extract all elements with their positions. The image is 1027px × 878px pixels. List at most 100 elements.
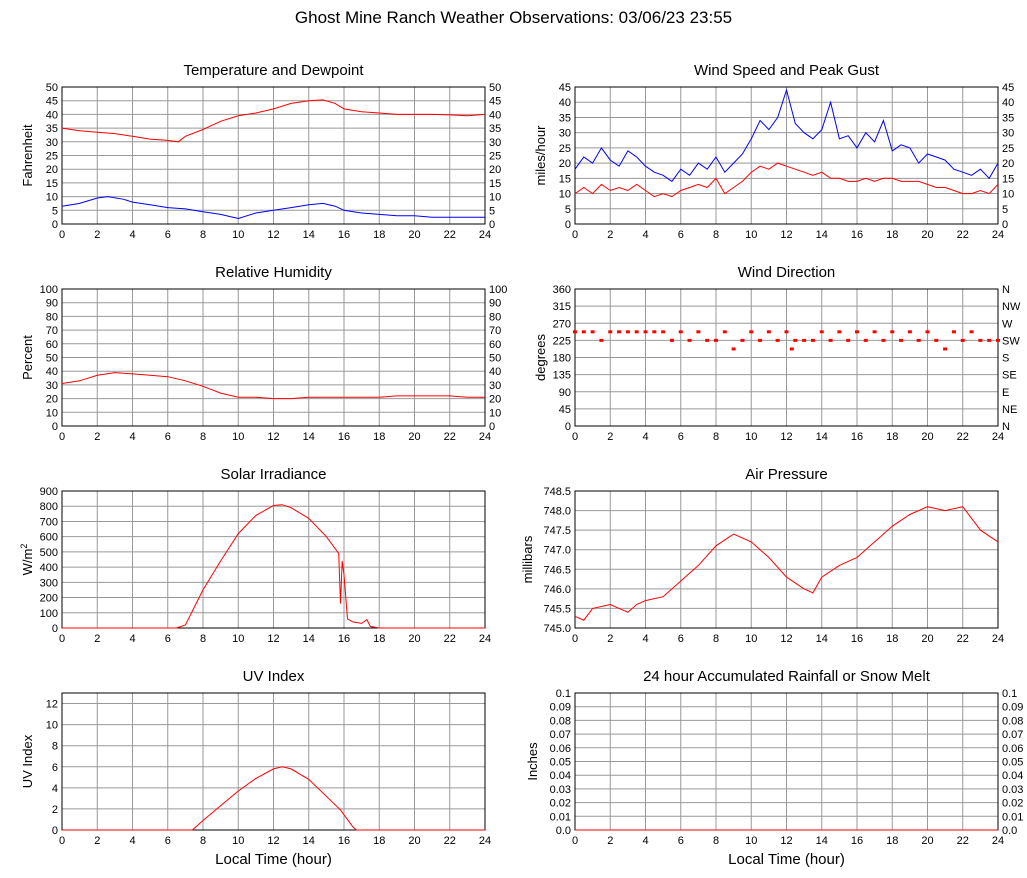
y-tick-label: 60 [46,339,58,351]
data-point [652,330,657,334]
x-tick-label: 22 [444,633,456,645]
chart-rainfall: 24 hour Accumulated Rainfall or Snow Mel… [525,668,1023,868]
data-point [916,338,921,342]
x-tick-label: 20 [408,633,420,645]
y-tick-label: 315 [553,301,571,313]
page-title: Ghost Mine Ranch Weather Observations: 0… [294,8,733,27]
x-tick-label: 8 [713,229,719,241]
y-tick-label: 270 [553,318,571,330]
x-tick-label: 20 [408,431,420,443]
data-point [969,330,974,334]
x-tick-label: 2 [607,835,613,847]
data-point [590,330,595,334]
x-tick-label: 20 [921,229,933,241]
x-tick-label: 18 [373,431,385,443]
x-tick-label: 14 [816,229,828,241]
right-tick-label: 0.01 [1002,811,1023,823]
x-tick-label: 4 [129,633,135,645]
y-tick-label: 0.01 [550,811,571,823]
y-tick-label: 10 [46,192,58,204]
y-tick-label: 10 [46,720,58,732]
right-tick-label: 0.03 [1002,784,1023,796]
chart-title: Temperature and Dewpoint [183,62,364,79]
x-tick-label: 24 [479,229,491,241]
x-tick-label: 8 [713,633,719,645]
series-line [61,372,485,400]
y-tick-label: 20 [46,394,58,406]
data-point [643,330,648,334]
y-tick-label: 0.09 [550,702,571,714]
x-tick-label: 4 [642,835,648,847]
x-tick-label: 22 [957,835,969,847]
y-tick-label: 900 [40,486,58,498]
right-tick-label: 25 [489,151,501,163]
data-point [863,338,868,342]
x-tick-label: 18 [373,633,385,645]
series-line [574,162,999,198]
y-tick-label: 0.06 [550,743,571,755]
y-tick-label: 700 [40,516,58,528]
x-tick-label: 22 [957,633,969,645]
right-tick-label: 10 [1002,189,1014,201]
right-tick-label: W [1002,318,1013,330]
right-tick-label: 45 [489,96,501,108]
x-tick-label: 18 [886,633,898,645]
y-tick-label: 600 [40,532,58,544]
data-point [855,330,859,334]
data-point [678,330,683,334]
data-point [705,338,710,342]
x-tick-label: 16 [338,431,350,443]
x-tick-label: 2 [94,431,100,443]
x-tick-label: 24 [992,835,1004,847]
right-tick-label: 30 [1002,128,1014,140]
x-tick-label: 10 [745,633,757,645]
x-tick-label: 2 [94,229,100,241]
x-tick-label: 0 [59,229,65,241]
right-tick-label: 50 [489,353,501,365]
right-tick-label: 40 [489,109,501,121]
x-tick-label: 24 [992,229,1004,241]
y-tick-label: 2 [52,804,58,816]
data-point [881,338,886,342]
right-tick-label: 25 [1002,143,1014,155]
x-tick-label: 6 [165,633,171,645]
right-tick-label: E [1002,387,1009,399]
data-point [978,338,983,342]
data-point [758,338,763,342]
chart-title: Wind Direction [738,264,836,281]
right-tick-label: 40 [489,366,501,378]
x-tick-label: 10 [745,431,757,443]
right-tick-label: 100 [489,284,507,296]
x-tick-label: 8 [200,431,206,443]
x-tick-label: 24 [992,633,1004,645]
data-point [987,338,992,342]
x-tick-label: 4 [642,633,648,645]
y-tick-label: 12 [46,699,58,711]
data-point [899,338,904,342]
y-tick-label: 80 [46,311,58,323]
right-tick-label: 0.06 [1002,743,1023,755]
data-point [846,338,851,342]
x-tick-label: 6 [165,835,171,847]
y-tick-label: 35 [46,123,58,135]
x-tick-label: 20 [921,431,933,443]
x-tick-label: 16 [851,835,863,847]
chart-title: Relative Humidity [215,264,332,281]
right-tick-label: 60 [489,339,501,351]
chart-title: UV Index [243,668,305,685]
right-tick-label: 15 [489,178,501,190]
y-tick-label: 15 [559,173,571,185]
plot-frame [574,288,999,427]
right-tick-label: 5 [1002,204,1008,216]
x-tick-label: 20 [921,633,933,645]
right-tick-label: 0.08 [1002,715,1023,727]
y-tick-label: 40 [46,109,58,121]
data-point [740,338,745,342]
x-tick-label: 20 [408,835,420,847]
x-tick-label: 18 [886,431,898,443]
right-tick-label: 0 [489,421,495,433]
data-point [925,330,930,334]
